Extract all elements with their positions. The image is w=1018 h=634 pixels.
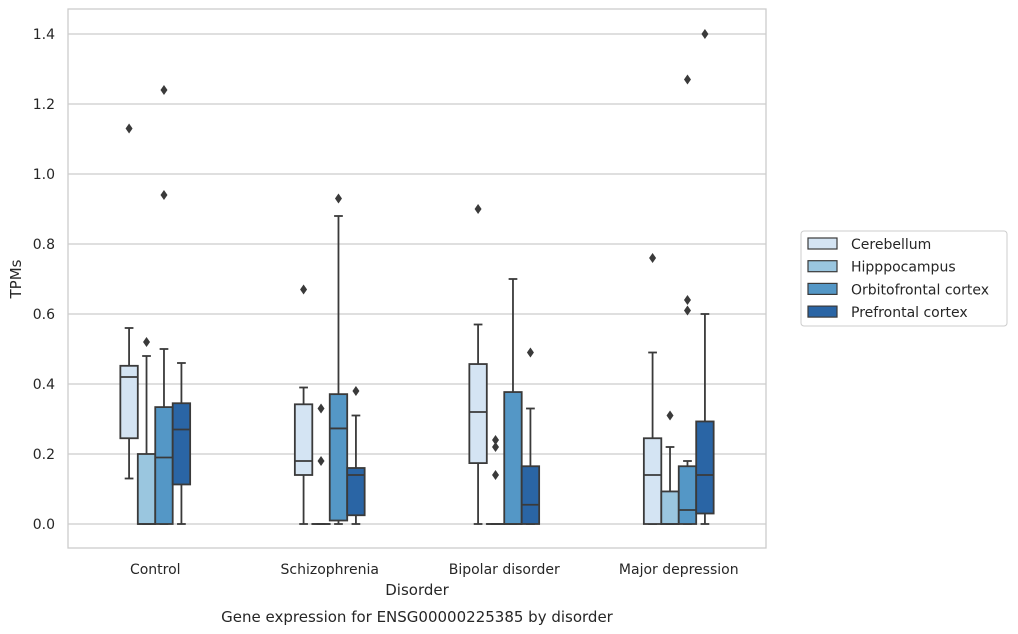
outlier-point xyxy=(526,347,534,358)
y-tick-label: 0.6 xyxy=(33,307,55,323)
y-tick-label: 1.2 xyxy=(33,97,55,113)
outlier-point xyxy=(143,337,151,347)
outlier-point xyxy=(300,284,308,295)
outlier-point xyxy=(334,193,342,204)
box xyxy=(660,490,680,525)
box-group-schizophrenia xyxy=(293,193,366,525)
outlier-point xyxy=(352,386,360,396)
box xyxy=(695,420,715,515)
y-axis-title: TPMs xyxy=(7,259,25,299)
outlier-point xyxy=(492,442,500,452)
outlier-point xyxy=(683,295,691,305)
x-tick-label: Control xyxy=(130,562,181,578)
y-tick-label: 0.0 xyxy=(33,517,55,533)
box-group-major-depression xyxy=(642,29,715,525)
chart-caption: Gene expression for ENSG00000225385 by d… xyxy=(221,608,614,626)
y-tick-label: 0.4 xyxy=(33,377,55,393)
legend-label: Hipppocampus xyxy=(851,260,956,276)
outlier-point xyxy=(474,204,482,214)
x-tick-label: Major depression xyxy=(619,562,739,578)
box xyxy=(503,391,523,525)
outlier-point xyxy=(701,29,709,39)
box xyxy=(520,465,541,525)
box-groups xyxy=(119,29,715,525)
legend-swatch xyxy=(807,305,838,318)
legend: Cerebellum Hipppocampus Orbitofrontal cort… xyxy=(800,230,1008,327)
outlier-point xyxy=(683,74,691,85)
y-tick-label: 1.0 xyxy=(33,167,55,183)
box xyxy=(346,467,366,517)
y-tick-label: 0.8 xyxy=(33,237,55,253)
box xyxy=(642,437,663,525)
legend-label: Cerebellum xyxy=(851,237,931,253)
box xyxy=(119,364,139,440)
legend-swatch xyxy=(807,237,838,250)
box xyxy=(171,402,192,486)
box xyxy=(677,465,698,525)
outlier-point xyxy=(649,253,657,263)
box-group-control xyxy=(119,85,192,525)
outlier-point xyxy=(317,456,325,466)
outlier-point xyxy=(125,123,133,134)
legend-swatch xyxy=(807,260,838,273)
box xyxy=(154,406,174,525)
outlier-point xyxy=(160,190,168,200)
legend-swatch xyxy=(807,282,838,295)
legend-frame xyxy=(800,230,1008,327)
legend-label: Orbitofrontal cortex xyxy=(851,282,989,298)
outlier-point xyxy=(683,305,691,316)
outlier-point xyxy=(160,85,168,95)
legend-label: Prefrontal cortex xyxy=(851,305,968,321)
x-axis-title: Disorder xyxy=(385,581,449,599)
outlier-point xyxy=(492,435,500,445)
box-group-bipolar-disorder xyxy=(468,204,541,525)
y-tick-labels: 0.0 0.2 0.4 0.6 0.8 1.0 1.2 1.4 xyxy=(33,27,55,533)
outlier-point xyxy=(317,403,325,414)
box xyxy=(136,453,157,525)
y-tick-label: 0.2 xyxy=(33,447,55,463)
x-tick-labels: Control Schizophrenia Bipolar disorder Majo… xyxy=(130,562,739,578)
plot-frame xyxy=(67,8,767,549)
box xyxy=(293,403,314,476)
outlier-point xyxy=(666,410,674,421)
box xyxy=(328,393,349,522)
y-tick-label: 1.4 xyxy=(33,27,55,43)
box xyxy=(468,363,488,464)
x-tick-label: Schizophrenia xyxy=(281,562,379,578)
outlier-point xyxy=(492,470,500,480)
x-tick-label: Bipolar disorder xyxy=(449,562,560,578)
